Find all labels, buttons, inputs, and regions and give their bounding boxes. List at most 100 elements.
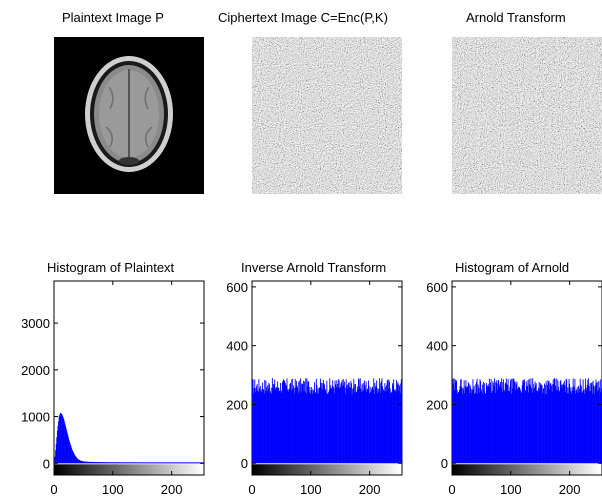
histogram-bar — [177, 462, 179, 464]
histogram-bar — [313, 390, 315, 464]
histogram-bar — [507, 379, 509, 464]
histogram-bar — [521, 385, 523, 464]
histogram-bar — [272, 388, 274, 464]
histogram-bar — [539, 383, 541, 464]
histogram-bar — [485, 382, 487, 464]
histogram-bar — [512, 378, 514, 464]
histogram-bar — [338, 380, 340, 464]
histogram-bar — [468, 393, 470, 464]
histogram-bar — [126, 462, 127, 464]
histogram-bar — [187, 462, 188, 464]
histogram-bar — [67, 435, 69, 464]
histogram-bar — [511, 378, 513, 464]
histogram-bar — [95, 462, 97, 464]
histogram-bar — [546, 394, 548, 464]
histogram-bar — [339, 388, 341, 464]
histogram-bar — [181, 462, 183, 464]
histogram-bar — [533, 389, 535, 464]
histogram-bar — [168, 462, 170, 464]
histogram-bar — [600, 379, 602, 464]
x-tick-label: 100 — [102, 482, 124, 497]
histogram-panel-3: Histogram of Arnold 0 200 400 600 0 100 200 — [426, 260, 602, 497]
histogram-bar — [594, 393, 596, 464]
histogram-bar — [481, 391, 483, 464]
histogram-bar — [171, 462, 173, 464]
histogram-bar — [260, 386, 262, 464]
histogram-bar — [120, 462, 122, 464]
histogram-bar — [257, 392, 259, 464]
histogram-bar — [455, 382, 457, 464]
histogram-bar — [253, 387, 255, 464]
histogram-bar — [319, 378, 321, 464]
histogram-bar — [387, 388, 389, 464]
histogram-bar — [285, 386, 287, 464]
histogram-bar — [541, 384, 542, 464]
histogram-bar — [498, 384, 500, 464]
x-tick-label: 100 — [500, 482, 522, 497]
histogram-bar — [599, 392, 601, 464]
histogram-bar — [144, 462, 146, 464]
histogram-bar — [300, 392, 302, 464]
histogram-bar — [592, 380, 594, 464]
histogram-bar — [556, 390, 558, 464]
histogram-bar — [278, 387, 280, 464]
histogram-bar — [103, 462, 105, 464]
histogram-bar — [342, 386, 344, 464]
histogram-bar — [59, 412, 61, 464]
histogram-bar — [64, 423, 66, 464]
histogram-bar — [62, 417, 64, 464]
histogram-bar — [511, 393, 513, 464]
histogram-bar — [170, 462, 172, 464]
histogram-bar — [578, 391, 580, 464]
histogram-bar — [495, 380, 497, 464]
histogram-bar — [501, 378, 503, 464]
histogram-bar — [502, 392, 504, 464]
histogram-bar — [70, 447, 72, 464]
histogram-bar — [523, 382, 525, 464]
histogram-bar — [192, 462, 194, 464]
histogram-bar — [382, 390, 384, 464]
histogram-bar — [327, 393, 328, 464]
histogram-bar — [349, 386, 351, 464]
histogram-bar — [82, 461, 84, 464]
histogram-bar — [302, 380, 304, 464]
histogram-bar — [600, 388, 602, 464]
histogram-bar — [152, 462, 154, 464]
histogram-bar — [490, 382, 491, 464]
histogram-title: Inverse Arnold Transform — [241, 260, 386, 275]
histogram-bar — [79, 460, 81, 464]
histogram-bar — [300, 378, 301, 464]
histogram-bar — [548, 382, 549, 464]
histogram-bar — [527, 385, 528, 464]
histogram-bar — [563, 380, 565, 464]
histogram-bar — [559, 391, 561, 464]
histogram-bar — [307, 381, 309, 464]
histogram-bar — [298, 380, 300, 464]
histogram-bar — [545, 381, 547, 464]
histogram-bar — [352, 387, 354, 464]
histogram-bar — [297, 387, 299, 464]
histogram-bar — [325, 393, 327, 464]
histogram-bar — [98, 462, 100, 464]
grayscale-colorbar — [452, 464, 602, 475]
histogram-bar — [256, 386, 257, 464]
histogram-bar — [531, 387, 532, 464]
histogram-bar — [106, 462, 108, 464]
histogram-bar — [321, 387, 323, 464]
histogram-bar — [580, 386, 582, 464]
histogram-bar — [274, 379, 276, 464]
histogram-bar — [562, 384, 564, 464]
histogram-bar — [484, 392, 486, 464]
histogram-bar — [80, 460, 82, 464]
histogram-bar — [463, 389, 465, 464]
histogram-bar — [90, 461, 92, 464]
histogram-bar — [317, 388, 319, 464]
histogram-bar — [288, 388, 290, 464]
histogram-bar — [386, 380, 388, 464]
histogram-bar — [597, 382, 599, 464]
histogram-bar — [130, 462, 132, 464]
histogram-bar — [505, 382, 507, 464]
histogram-bar — [145, 462, 147, 464]
histogram-bar — [121, 462, 123, 464]
histogram-bar — [65, 428, 67, 464]
